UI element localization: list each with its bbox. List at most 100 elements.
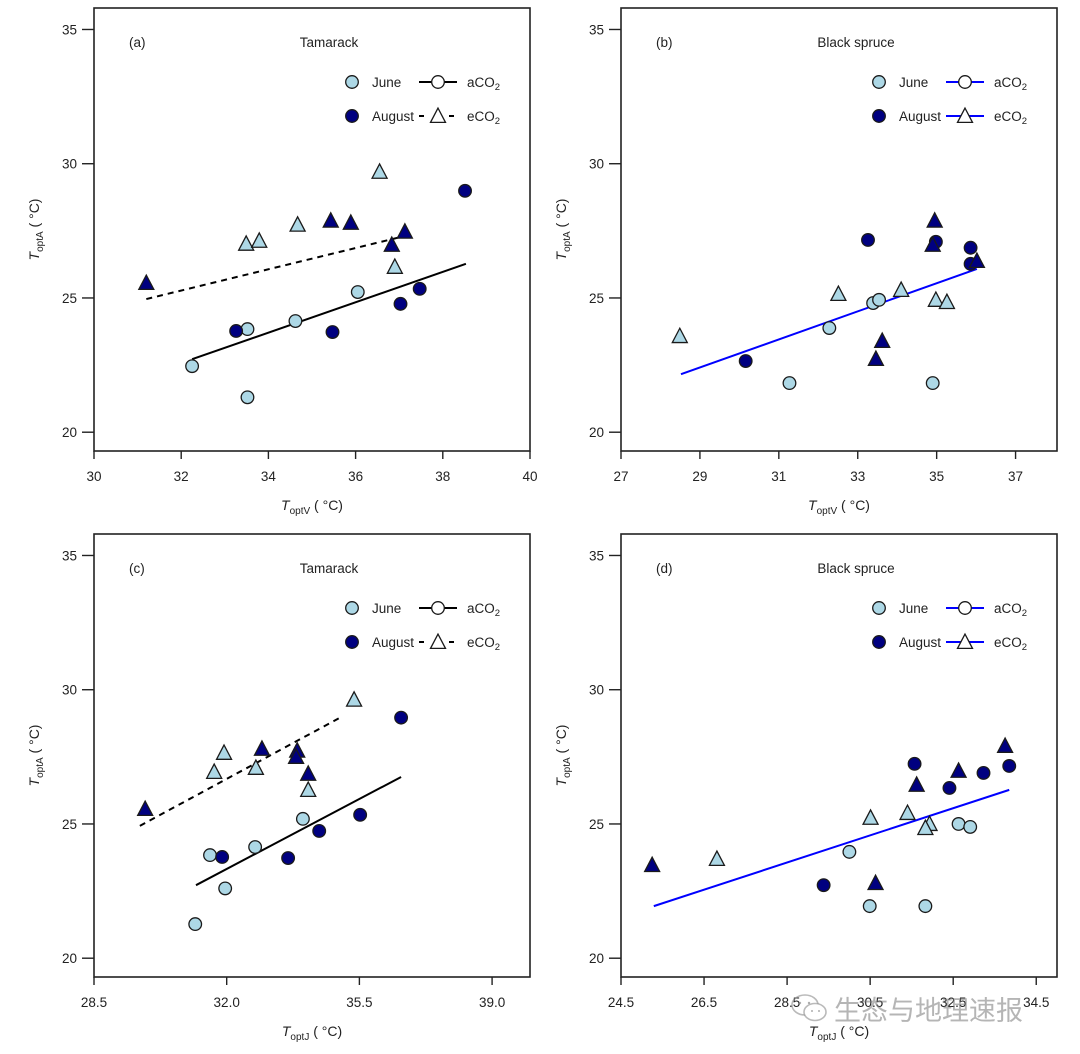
y-tick-label: 35: [62, 548, 77, 563]
series-august-aco2: [229, 183, 472, 340]
legend-marker-june: [872, 75, 886, 89]
legend-label-june: June: [899, 601, 928, 616]
data-point: [942, 781, 957, 795]
legend-label-august: August: [372, 635, 414, 650]
x-tick-label: 28.5: [81, 995, 107, 1010]
legend-label-june: June: [372, 75, 401, 90]
data-point: [240, 322, 255, 337]
legend: June August aCO2 eCO2: [872, 601, 1027, 653]
plot-frame: [93, 533, 531, 978]
data-point: [866, 873, 885, 891]
data-point: [229, 324, 244, 338]
x-tick-label: 28.5: [774, 995, 800, 1010]
panel-title: Tamarack: [300, 561, 359, 576]
data-point: [950, 761, 968, 778]
x-tick-label: 32.5: [940, 995, 966, 1010]
legend-label-aco2: aCO2: [994, 75, 1027, 93]
data-point: [822, 321, 837, 335]
legend-marker-june: [345, 75, 359, 89]
plot-frame: [620, 533, 1058, 978]
data-point: [861, 233, 875, 247]
series-june-eco2: [205, 690, 363, 797]
data-point: [342, 213, 360, 230]
x-tick-label: 36: [348, 469, 363, 484]
data-point: [1002, 759, 1017, 773]
x-tick-label: 35.5: [346, 995, 372, 1010]
panel-label: (c): [129, 561, 145, 576]
data-point: [218, 881, 233, 896]
y-axis-label: ToptA ( °C): [26, 725, 46, 787]
legend-marker-open-triangle: [956, 632, 974, 650]
x-tick-label: 32.0: [214, 995, 240, 1010]
legend-marker-open-circle: [431, 601, 445, 615]
data-point: [963, 240, 978, 255]
series-august-eco2: [643, 736, 1014, 891]
legend-label-eco2: eCO2: [994, 635, 1027, 653]
x-tick-label: 24.5: [608, 995, 634, 1010]
data-point: [996, 736, 1014, 753]
data-point: [412, 281, 427, 296]
data-point: [386, 257, 404, 274]
panel-title: Black spruce: [817, 561, 894, 576]
data-point: [136, 799, 154, 817]
legend-marker-june: [345, 601, 359, 615]
data-point: [938, 292, 956, 310]
y-axis-label: ToptA ( °C): [553, 725, 573, 787]
y-tick-label: 30: [589, 683, 604, 698]
x-tick-label: 30.5: [857, 995, 883, 1010]
legend: June August aCO2 eCO2: [345, 601, 500, 653]
data-point: [916, 818, 934, 836]
x-tick-label: 33: [850, 469, 865, 484]
data-point: [925, 376, 940, 391]
legend-label-aco2: aCO2: [994, 601, 1027, 619]
panel-title: Tamarack: [300, 35, 359, 50]
data-point: [393, 296, 408, 311]
legend-marker-august: [345, 109, 359, 123]
x-tick-label: 37: [1008, 469, 1023, 484]
legend-label-eco2: eCO2: [994, 109, 1027, 127]
data-point: [671, 326, 689, 344]
legend-marker-open-triangle: [956, 106, 974, 124]
x-axis-label: ToptJ ( °C): [809, 1023, 869, 1043]
legend-label-aco2: aCO2: [467, 75, 500, 93]
data-point: [873, 331, 891, 349]
series-august-aco2: [816, 756, 1017, 893]
data-point: [924, 235, 942, 252]
legend-label-august: August: [899, 109, 941, 124]
series-june-aco2: [842, 817, 978, 914]
series-august-eco2: [136, 739, 317, 817]
legend-label-june: June: [899, 75, 928, 90]
y-tick-label: 35: [62, 22, 77, 37]
y-tick-label: 20: [589, 951, 604, 966]
legend-marker-august: [872, 635, 886, 649]
fit-line-aco2-fit: [195, 776, 402, 887]
plot-frame: [93, 7, 531, 452]
legend: June August aCO2 eCO2: [345, 75, 500, 127]
legend-label-eco2: eCO2: [467, 109, 500, 127]
data-point: [867, 349, 885, 367]
data-point: [918, 899, 933, 914]
panel-label: (a): [129, 35, 146, 50]
series-june-eco2: [671, 280, 956, 344]
data-point: [907, 756, 922, 771]
y-tick-label: 25: [589, 291, 604, 306]
data-point: [289, 215, 307, 232]
fit-line-pooled-fit: [653, 788, 1010, 908]
panel-label: (b): [656, 35, 673, 50]
x-tick-label: 32: [174, 469, 189, 484]
legend: June August aCO2 eCO2: [872, 75, 1027, 127]
series-august-aco2: [738, 233, 978, 369]
legend-marker-august: [872, 109, 886, 123]
data-point: [325, 325, 340, 340]
x-tick-label: 34.5: [1023, 995, 1049, 1010]
x-tick-label: 26.5: [691, 995, 717, 1010]
x-tick-label: 27: [613, 469, 628, 484]
data-point: [963, 819, 978, 834]
data-point: [951, 817, 966, 831]
x-axis-label: ToptJ ( °C): [282, 1023, 342, 1043]
legend-label-aco2: aCO2: [467, 601, 500, 619]
data-point: [383, 235, 401, 252]
data-point: [215, 850, 230, 864]
data-point: [299, 780, 317, 797]
y-tick-label: 25: [589, 817, 604, 832]
